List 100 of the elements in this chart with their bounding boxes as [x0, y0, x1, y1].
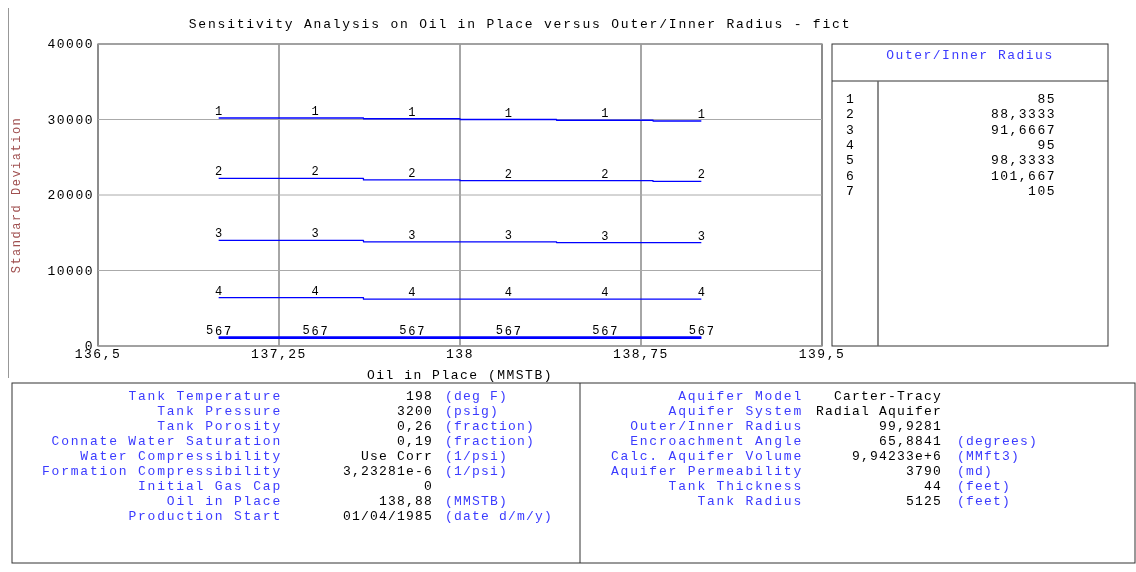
text: 4: [697, 286, 705, 301]
text: Aquifer Model: [678, 389, 803, 404]
text: 1: [504, 106, 512, 121]
text: 7: [513, 325, 521, 340]
annotation: 6: [215, 324, 223, 339]
text: 4: [311, 284, 319, 299]
text: 0,26: [396, 419, 433, 434]
text: 3: [408, 228, 416, 243]
text: (date d/m/y): [445, 509, 554, 524]
x-axis-title: Oil in Place (MMSTB): [366, 368, 554, 383]
text: 65,8841: [878, 434, 942, 449]
text: 105: [1028, 183, 1056, 199]
annotation: 1: [215, 104, 223, 119]
text: Tank Radius: [697, 494, 803, 509]
text: 3: [601, 229, 609, 244]
text: 5125: [905, 494, 942, 509]
chart-title: Sensitivity Analysis on Oil in Place versus Outer/Inner Radius - fict: [188, 17, 852, 32]
text: Carter-Tracy: [833, 389, 942, 404]
text: 99,9281: [878, 419, 942, 434]
text: 6: [408, 324, 416, 339]
text: 3: [504, 228, 512, 243]
text: 7: [846, 183, 854, 199]
text: 4: [601, 286, 609, 301]
text: Aquifer System: [668, 404, 803, 419]
text: 01/04/1985: [342, 509, 433, 524]
text: 5: [399, 323, 407, 338]
text: Production Start: [128, 509, 282, 524]
text: Calc. Aquifer Volume: [610, 449, 803, 464]
text: 2: [408, 166, 416, 181]
text: Tank Thickness: [668, 479, 803, 494]
text: 5: [495, 323, 503, 338]
text: 2: [311, 165, 319, 180]
text: 198: [405, 389, 433, 404]
text: 0,19: [396, 434, 433, 449]
text: (md): [957, 464, 994, 479]
text: 3: [311, 227, 319, 242]
text: Tank Porosity: [157, 419, 282, 434]
text: Use Corr: [360, 449, 433, 464]
text: 91,6667: [990, 122, 1056, 138]
text: 6: [697, 324, 705, 339]
y-tick-label: 20000: [47, 188, 94, 203]
text: 5: [302, 323, 310, 338]
text: 5: [688, 323, 696, 338]
y-tick-label: 10000: [47, 263, 94, 279]
text: 138,88: [378, 494, 433, 509]
text: 3,23281e-6: [342, 464, 433, 479]
text: 2: [504, 167, 512, 182]
text: Outer/Inner Radius: [630, 419, 803, 434]
text: (MMSTB): [445, 494, 509, 509]
annotation: 5: [206, 323, 214, 338]
text: 7: [706, 325, 714, 340]
text: 4: [408, 286, 416, 301]
text: 1: [697, 108, 705, 123]
text: 98,3333: [990, 153, 1056, 169]
y-axis-title: Standard Deviation: [10, 116, 24, 274]
text: 7: [320, 325, 328, 340]
text: 3: [846, 122, 854, 138]
text: (degrees): [957, 434, 1039, 449]
text: 3790: [905, 464, 942, 479]
text: Initial Gas Cap: [137, 479, 282, 494]
text: 85: [1037, 92, 1056, 107]
y-tick-label: 40000: [47, 37, 94, 52]
text: 6: [601, 324, 609, 339]
text: Oil in Place: [166, 494, 282, 509]
annotation: 4: [215, 284, 223, 299]
text: 88,3333: [990, 107, 1056, 123]
text: 44: [923, 479, 942, 494]
text: 7: [610, 325, 618, 340]
text: Aquifer Permeability: [610, 464, 803, 479]
text: Radial Aquifer: [815, 404, 942, 419]
x-tick-label: 139,5: [798, 347, 846, 362]
x-tick-label: 137,25: [251, 347, 307, 362]
text: (feet): [957, 479, 1012, 494]
text: 3200: [396, 404, 433, 419]
text: 3: [697, 229, 705, 244]
legend-title: Outer/Inner Radius: [886, 48, 1054, 63]
text: (fraction): [445, 419, 536, 434]
text: Water Compressibility: [80, 449, 282, 464]
text: 2: [846, 107, 854, 123]
text: 4: [846, 137, 854, 153]
text: 2: [601, 167, 609, 182]
text: Connate Water Saturation: [51, 434, 282, 449]
text: 1: [846, 92, 854, 107]
text: 1: [408, 105, 416, 120]
text: Tank Temperature: [128, 389, 282, 404]
text: 1: [311, 104, 319, 119]
text: (fraction): [445, 434, 536, 449]
text: 6: [846, 168, 854, 184]
text: 5: [846, 153, 854, 169]
annotation: 3: [215, 227, 223, 242]
text: 4: [504, 286, 512, 301]
text: (1/psi): [445, 464, 509, 479]
text: 6: [504, 324, 512, 339]
text: (deg F): [445, 389, 509, 404]
text: (MMft3): [957, 449, 1021, 464]
text: 2: [697, 168, 705, 183]
text: 101,667: [990, 168, 1056, 184]
text: (psig): [445, 404, 500, 419]
text: Tank Pressure: [157, 404, 282, 419]
text: 5: [592, 323, 600, 338]
